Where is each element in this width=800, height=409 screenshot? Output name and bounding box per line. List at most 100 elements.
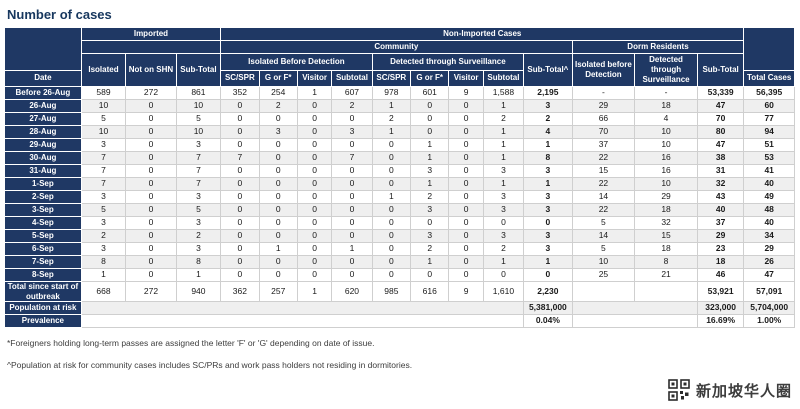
- data-cell: 37: [696, 216, 745, 230]
- data-cell: 0: [371, 151, 412, 165]
- data-cell: 0: [296, 151, 333, 165]
- data-cell: 32: [696, 177, 745, 191]
- data-cell: 0: [482, 268, 525, 282]
- data-cell: 53: [743, 151, 795, 165]
- data-cell: 1: [482, 177, 525, 191]
- non-imported-group-header: Non-Imported Cases: [220, 27, 745, 41]
- data-cell: 47: [696, 138, 745, 152]
- data-cell: 0: [448, 242, 484, 256]
- data-cell: 5: [80, 203, 127, 217]
- row-date-label: 30-Aug: [4, 151, 82, 165]
- data-cell: 0: [220, 99, 260, 113]
- total-cell: 985: [371, 281, 412, 302]
- data-cell: 56,395: [743, 86, 795, 100]
- data-cell: 0: [448, 138, 484, 152]
- data-cell: 0: [482, 216, 525, 230]
- prevalence-row: Prevalence 0.04% 16.69% 1.00%: [4, 314, 795, 328]
- data-cell: 70: [696, 112, 745, 126]
- data-cell: 0: [258, 177, 298, 191]
- data-cell: 10: [80, 125, 127, 139]
- data-cell: 0: [331, 216, 373, 230]
- data-cell: 25: [571, 268, 636, 282]
- data-cell: 18: [634, 203, 698, 217]
- data-cell: 0: [125, 125, 177, 139]
- data-cell: 0: [258, 229, 298, 243]
- data-cell: 0: [296, 138, 333, 152]
- data-cell: 0: [331, 268, 373, 282]
- table-row: 27-Aug 5 0 5 0 0 0 0 2 0 0 2 2 66 4 70 77: [4, 112, 795, 126]
- data-cell: 0: [296, 99, 333, 113]
- row-date-label: 2-Sep: [4, 190, 82, 204]
- table-body: Before 26-Aug 589 272 861 352 254 1 607 978 601 9 1…: [4, 86, 795, 328]
- data-cell: 0: [410, 216, 450, 230]
- ibd-visitor-header: Visitor: [296, 69, 333, 87]
- total-cell: 2,230: [523, 281, 573, 302]
- data-cell: 3: [482, 164, 525, 178]
- data-cell: 7: [175, 177, 222, 191]
- data-cell: 0: [125, 255, 177, 269]
- data-cell: 0: [296, 216, 333, 230]
- data-cell: 0: [296, 177, 333, 191]
- total-cell: 1,610: [482, 281, 525, 302]
- footnote-population-at-risk: ^Population at risk for community cases …: [7, 360, 413, 370]
- data-cell: 0: [448, 164, 484, 178]
- dorm-isolated-header: Isolated before Detection: [571, 53, 636, 87]
- data-cell: 3: [331, 125, 373, 139]
- data-cell: 0: [296, 164, 333, 178]
- data-cell: 51: [743, 138, 795, 152]
- total-cases-header: Total Cases: [743, 69, 795, 87]
- community-subtotal-header: Sub-Total^: [523, 53, 573, 87]
- data-cell: 0: [371, 203, 412, 217]
- dorm-group-header: Dorm Residents: [571, 40, 745, 54]
- row-date-label: 26-Aug: [4, 99, 82, 113]
- data-cell: 0: [220, 125, 260, 139]
- total-cell: 616: [410, 281, 450, 302]
- population-at-risk-row: Population at risk 5,381,000 323,000 5,704,…: [4, 301, 795, 315]
- data-cell: 3: [80, 190, 127, 204]
- data-cell: 1: [410, 138, 450, 152]
- data-cell: 0: [331, 177, 373, 191]
- community-group-header: Community: [220, 40, 573, 54]
- data-cell: 41: [743, 164, 795, 178]
- data-cell: 66: [571, 112, 636, 126]
- data-cell: 94: [743, 125, 795, 139]
- data-cell: 0: [258, 190, 298, 204]
- data-cell: 0: [331, 190, 373, 204]
- total-cell: 1: [296, 281, 333, 302]
- data-cell: 0: [448, 216, 484, 230]
- row-date-label: 1-Sep: [4, 177, 82, 191]
- data-cell: 23: [696, 242, 745, 256]
- data-cell: 8: [175, 255, 222, 269]
- data-cell: 0: [331, 164, 373, 178]
- data-cell: 0: [410, 125, 450, 139]
- data-cell: 21: [634, 268, 698, 282]
- data-cell: 5: [175, 203, 222, 217]
- data-cell: 0: [371, 242, 412, 256]
- data-cell: 80: [696, 125, 745, 139]
- ibd-subtotal-header: Subtotal: [331, 69, 373, 87]
- data-cell: 60: [743, 99, 795, 113]
- cases-table: Imported Non-Imported Cases Community Do…: [4, 27, 795, 328]
- ibd-gorf-header: G or F*: [258, 69, 298, 87]
- data-cell: 1: [482, 125, 525, 139]
- dts-gorf-header: G or F*: [410, 69, 450, 87]
- data-cell: 0: [220, 268, 260, 282]
- data-cell: 0: [448, 229, 484, 243]
- population-at-risk-row-community-value: 5,381,000: [523, 301, 573, 315]
- data-cell: 0: [258, 255, 298, 269]
- data-cell: 0: [125, 99, 177, 113]
- total-cases-spacer: [743, 27, 795, 71]
- dts-subtotal-header: Subtotal: [482, 69, 525, 87]
- data-cell: 40: [743, 216, 795, 230]
- data-cell: 0: [125, 164, 177, 178]
- data-cell: 0: [331, 229, 373, 243]
- data-cell: 29: [696, 229, 745, 243]
- data-cell: 15: [634, 229, 698, 243]
- data-cell: 3: [523, 190, 573, 204]
- data-cell: 0: [258, 112, 298, 126]
- data-cell: 43: [696, 190, 745, 204]
- data-cell: 0: [296, 255, 333, 269]
- data-cell: 0: [220, 112, 260, 126]
- data-cell: 0: [410, 99, 450, 113]
- data-cell: 0: [448, 255, 484, 269]
